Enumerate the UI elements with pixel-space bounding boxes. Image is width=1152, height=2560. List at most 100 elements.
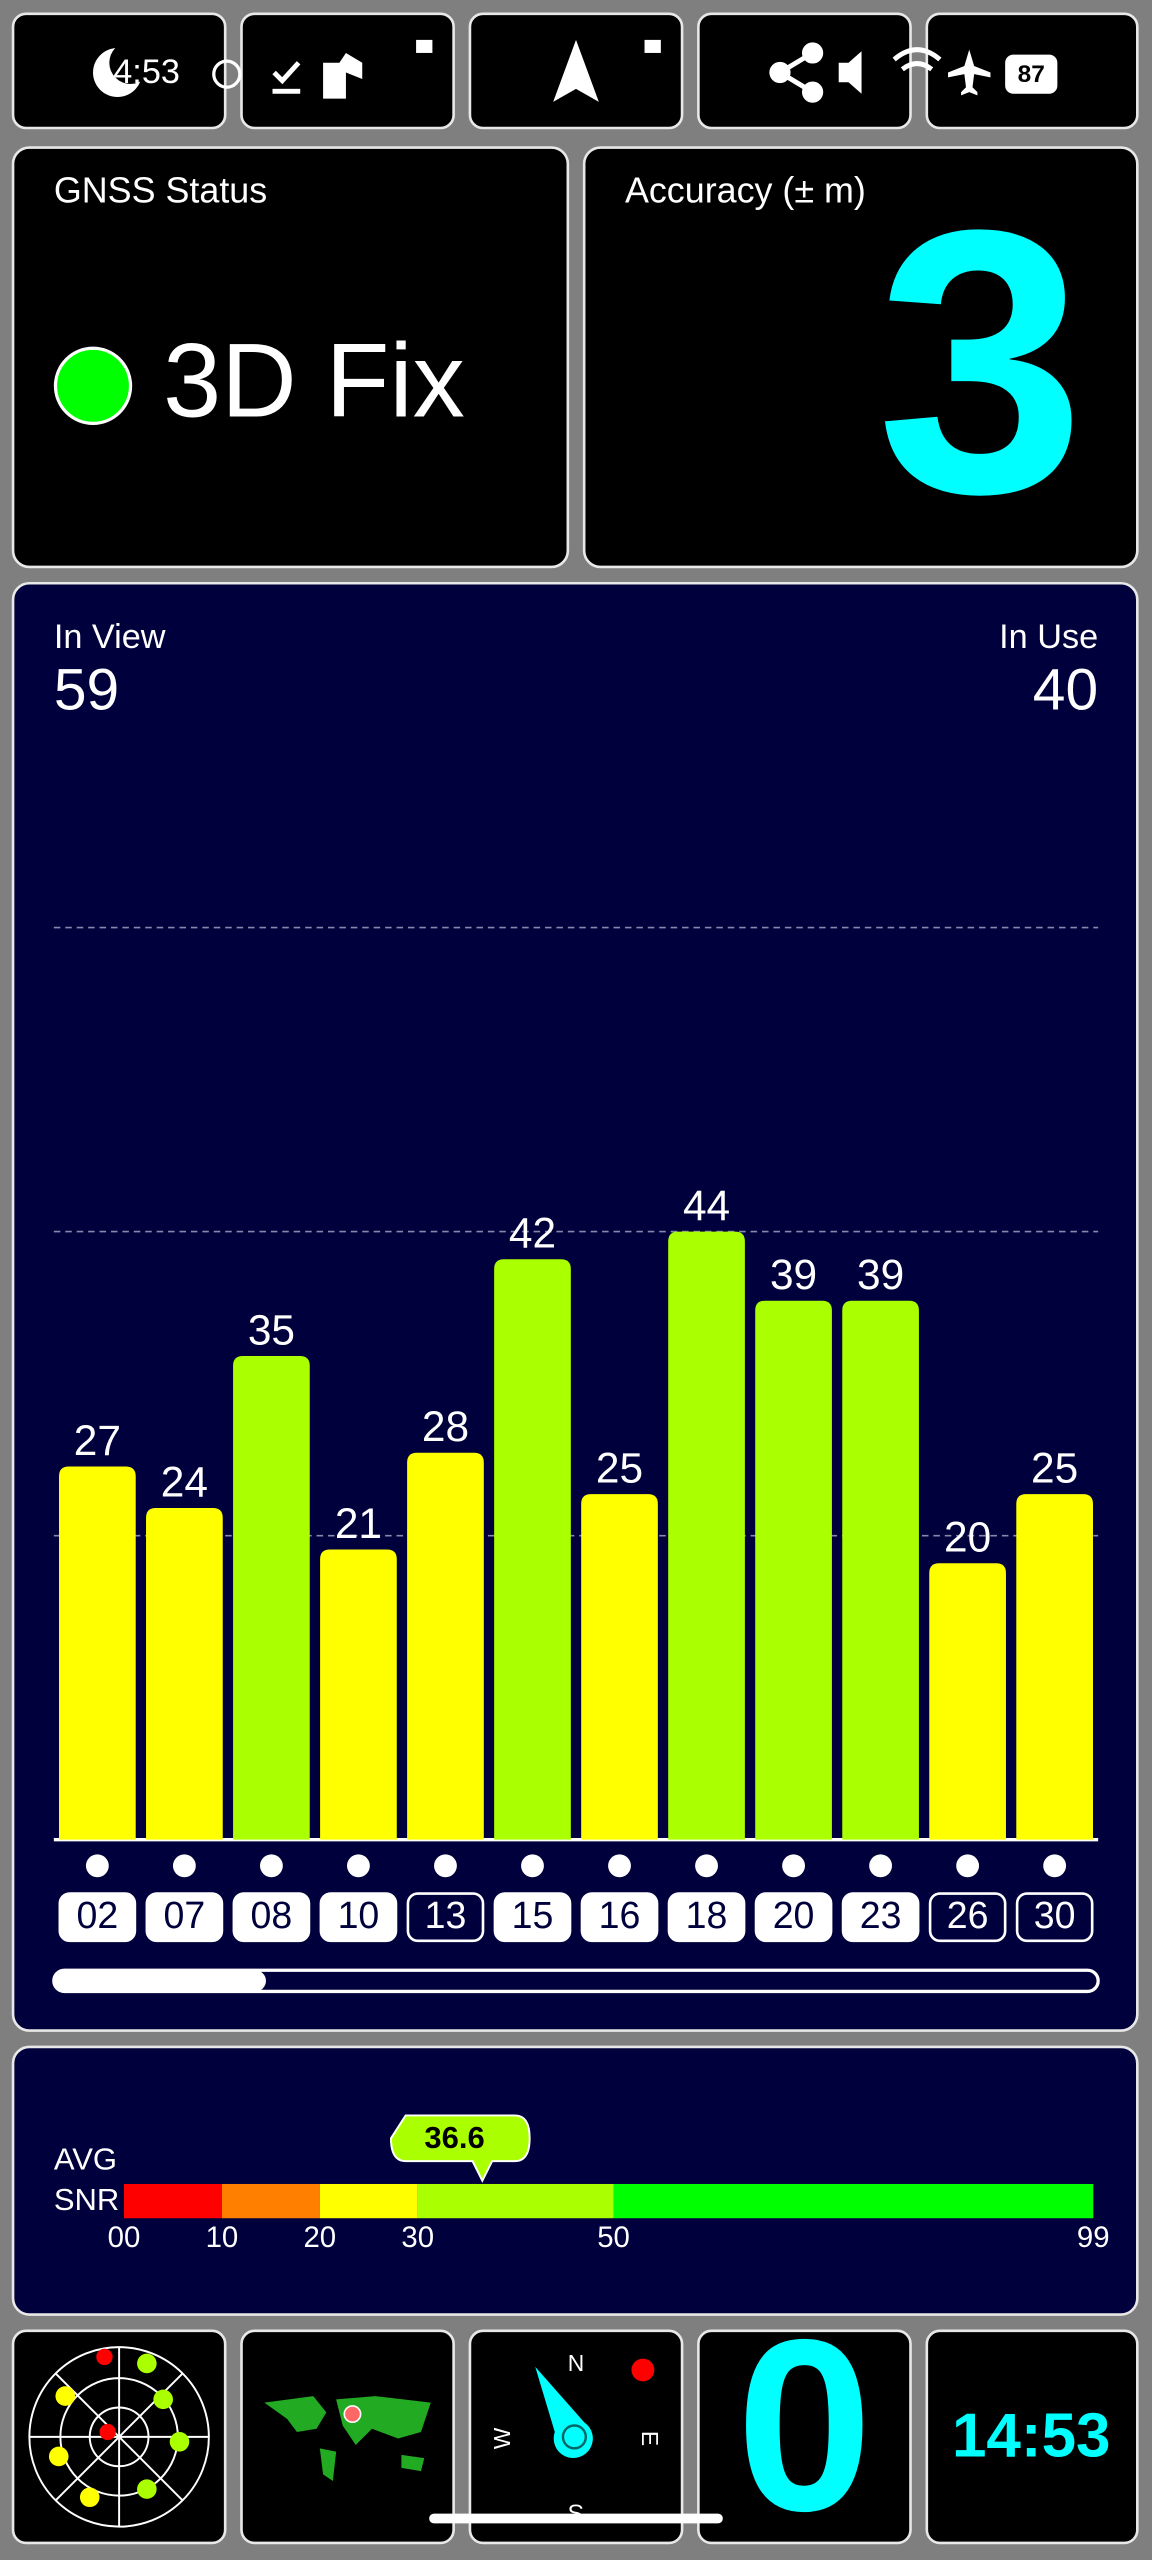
check-icon <box>272 88 301 94</box>
compass-dot <box>631 2358 655 2382</box>
mute-icon <box>838 51 862 94</box>
snr-segment <box>417 2183 614 2219</box>
satellite-id-box <box>493 1892 572 1943</box>
bar <box>755 1300 832 1840</box>
bar-value-label: 20 <box>944 1514 991 1561</box>
lock-icon <box>644 39 661 53</box>
snr-scale: 00 10 20 30 50 99 36.6 <box>108 2114 1110 2254</box>
accuracy-panel[interactable] <box>582 146 1139 569</box>
satellite-dot <box>1043 1854 1067 1878</box>
satellite-dot <box>956 1854 980 1878</box>
compass-east: E <box>637 2431 663 2446</box>
sky-satellites <box>48 2348 190 2508</box>
world-map <box>264 2396 431 2481</box>
clock-tile[interactable] <box>925 2329 1139 2545</box>
airplane-icon <box>948 49 991 96</box>
bar <box>581 1494 658 1840</box>
bar <box>668 1231 745 1840</box>
people-icon <box>323 52 363 99</box>
satellite-id: 23 <box>860 1894 902 1936</box>
satellite-id: 15 <box>512 1894 554 1936</box>
bar <box>233 1355 310 1840</box>
snr-tick-label: 30 <box>401 2221 434 2254</box>
snr-segment <box>221 2183 320 2219</box>
satellite-id: 02 <box>76 1894 118 1936</box>
satellite-dot <box>85 1854 109 1878</box>
satellite-dot <box>521 1854 544 1878</box>
panel-title: Accuracy (± m) <box>625 171 866 211</box>
snr-panel[interactable] <box>11 2045 1139 2316</box>
satellite-id-box <box>928 1892 1007 1943</box>
satellite-id-box <box>667 1892 746 1943</box>
bar <box>494 1259 571 1840</box>
satellite-id-box <box>406 1892 485 1943</box>
speed-tile[interactable] <box>697 2329 912 2545</box>
speed-value: 0 <box>736 2288 872 2560</box>
battery-icon <box>1005 54 1058 94</box>
satellite-id-box <box>58 1892 137 1943</box>
sync-icon <box>212 59 242 89</box>
bar-value-label: 39 <box>857 1251 904 1298</box>
compass-needle <box>561 2424 588 2450</box>
wifi-icon <box>892 47 942 72</box>
snr-tick-label: 50 <box>597 2221 630 2254</box>
satellite-id: 07 <box>164 1894 206 1936</box>
bar-value-label: 44 <box>683 1182 730 1229</box>
share-icon <box>769 42 824 103</box>
satellite-id: 13 <box>425 1894 467 1936</box>
satellite-id: 08 <box>251 1894 293 1936</box>
bar-value-label: 24 <box>161 1458 208 1505</box>
bar <box>320 1549 397 1840</box>
satellite-id-box <box>145 1892 224 1943</box>
in-use-label: In Use <box>999 618 1098 656</box>
bar-value-label: 25 <box>596 1445 643 1492</box>
snr-label: AVG <box>54 2141 117 2176</box>
bar <box>929 1563 1006 1840</box>
satellite-id: 10 <box>338 1894 380 1936</box>
average-marker <box>389 2114 531 2183</box>
map-tile[interactable] <box>240 2329 455 2545</box>
satellite-dot <box>172 1854 196 1878</box>
status-time: 14:53 <box>94 53 180 91</box>
bar <box>59 1466 136 1840</box>
scroll-thumb[interactable] <box>53 1970 266 1992</box>
satellite-id-box <box>754 1892 833 1943</box>
gnss-status-panel[interactable] <box>11 146 570 569</box>
home-indicator[interactable] <box>429 2513 723 2524</box>
satellite-id: 20 <box>773 1894 815 1936</box>
clock: 14:53 <box>952 2402 1111 2471</box>
satellite-dot <box>782 1854 805 1878</box>
bar-value-label: 42 <box>509 1210 556 1257</box>
satellite-id: 26 <box>947 1894 989 1936</box>
snr-tick-label: 00 <box>108 2221 141 2254</box>
satellite-id: 16 <box>599 1894 641 1936</box>
in-view-label: In View <box>54 618 166 656</box>
satellite-id-box <box>580 1892 659 1943</box>
in-use-count: 40 <box>1033 658 1098 723</box>
bar-value-label: 21 <box>335 1500 382 1547</box>
check-icon <box>272 61 301 85</box>
satellite-dot <box>259 1854 283 1878</box>
in-view-count: 59 <box>54 658 119 723</box>
status-tile[interactable] <box>697 12 912 130</box>
navigation-icon <box>553 39 599 102</box>
bar-chart: 27 02 24 07 35 08 21 10 28 13 42 15 25 16 44 18 39 20 39 23… <box>53 926 1099 1943</box>
compass-north: N <box>568 2350 584 2376</box>
snr-label: SNR <box>54 2182 119 2217</box>
bar-value-label: 25 <box>1031 1445 1078 1492</box>
satellite-id-box <box>319 1892 398 1943</box>
satellite-id-box <box>1015 1892 1094 1943</box>
satellite-id-box <box>232 1892 311 1943</box>
bar <box>1016 1494 1093 1840</box>
satellite-id-box <box>841 1892 920 1943</box>
satellite-dot <box>695 1854 718 1878</box>
accuracy-value: 3 <box>876 151 1085 571</box>
snr-segment <box>613 2183 1094 2219</box>
snr-segment <box>124 2183 222 2219</box>
panel-title: GNSS Status <box>54 171 267 211</box>
compass-west: W <box>489 2427 515 2449</box>
satellite-id: 30 <box>1034 1894 1076 1936</box>
lock-icon <box>416 39 433 53</box>
fix-indicator <box>53 346 133 425</box>
bar <box>407 1452 484 1840</box>
